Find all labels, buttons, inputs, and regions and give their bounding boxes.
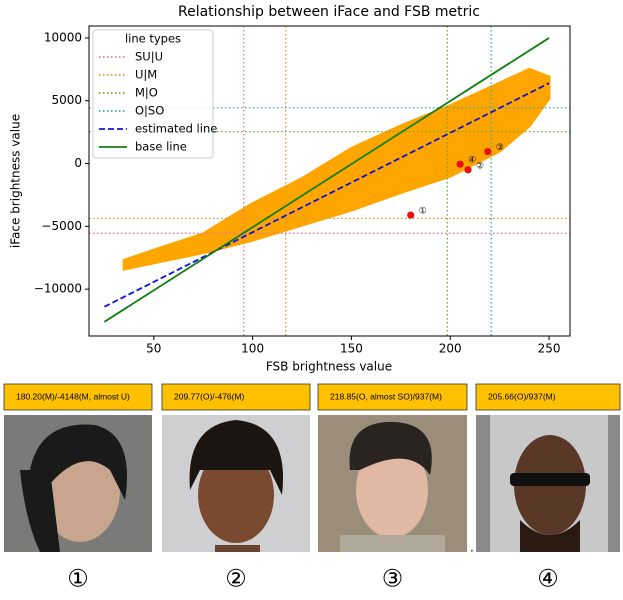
chart-title: Relationship between iFace and FSB metri…: [178, 4, 480, 20]
highlight-point: [457, 161, 464, 168]
point-label: ①: [419, 207, 427, 217]
legend-label: M|O: [135, 86, 158, 100]
photo-number: ③: [382, 565, 404, 593]
photo-4: [476, 415, 620, 552]
photo-number: ①: [67, 565, 89, 593]
y-tick-label: −5000: [41, 219, 82, 233]
photo-number: ④: [537, 565, 559, 593]
legend-label: O|SO: [135, 104, 164, 118]
photo-caption: 205.66(O)/937(M): [488, 391, 556, 401]
point-label: ③: [496, 143, 504, 153]
photo-caption: 180.20(M)/-4148(M, almost U): [16, 391, 130, 401]
x-tick-label: 50: [146, 342, 161, 356]
legend-label: estimated line: [135, 122, 217, 136]
figure: Relationship between iFace and FSB metri…: [0, 0, 623, 596]
y-axis-label: iFace brightness value: [9, 114, 23, 248]
photo-1: [4, 415, 152, 552]
photo-number: ②: [225, 565, 247, 593]
photo-caption: 218.85(O, almost SO)/937(M): [330, 391, 442, 401]
y-tick-label: −10000: [34, 282, 82, 296]
x-tick-label: 200: [439, 342, 462, 356]
x-tick-label: 100: [241, 342, 264, 356]
photo-2: [162, 415, 310, 552]
y-tick-label: 5000: [51, 93, 82, 107]
photo-caption: 209.77(O)/-476(M): [174, 391, 245, 401]
y-tick-label: 10000: [44, 30, 82, 44]
legend-label: U|M: [135, 68, 157, 82]
legend-label: SU|U: [135, 50, 163, 64]
y-tick-label: 0: [74, 156, 82, 170]
legend-label: base line: [135, 140, 187, 154]
highlight-point: [484, 148, 491, 155]
x-tick-label: 150: [340, 342, 363, 356]
x-axis-label: FSB brightness value: [266, 360, 392, 374]
dot: .: [470, 541, 474, 555]
x-tick-label: 250: [538, 342, 561, 356]
point-label: ④: [468, 156, 476, 166]
point-label: ②: [476, 161, 484, 171]
legend-title: line types: [125, 32, 181, 46]
photo-3: [318, 415, 467, 552]
highlight-point: [407, 211, 414, 218]
highlight-point: [464, 166, 471, 173]
